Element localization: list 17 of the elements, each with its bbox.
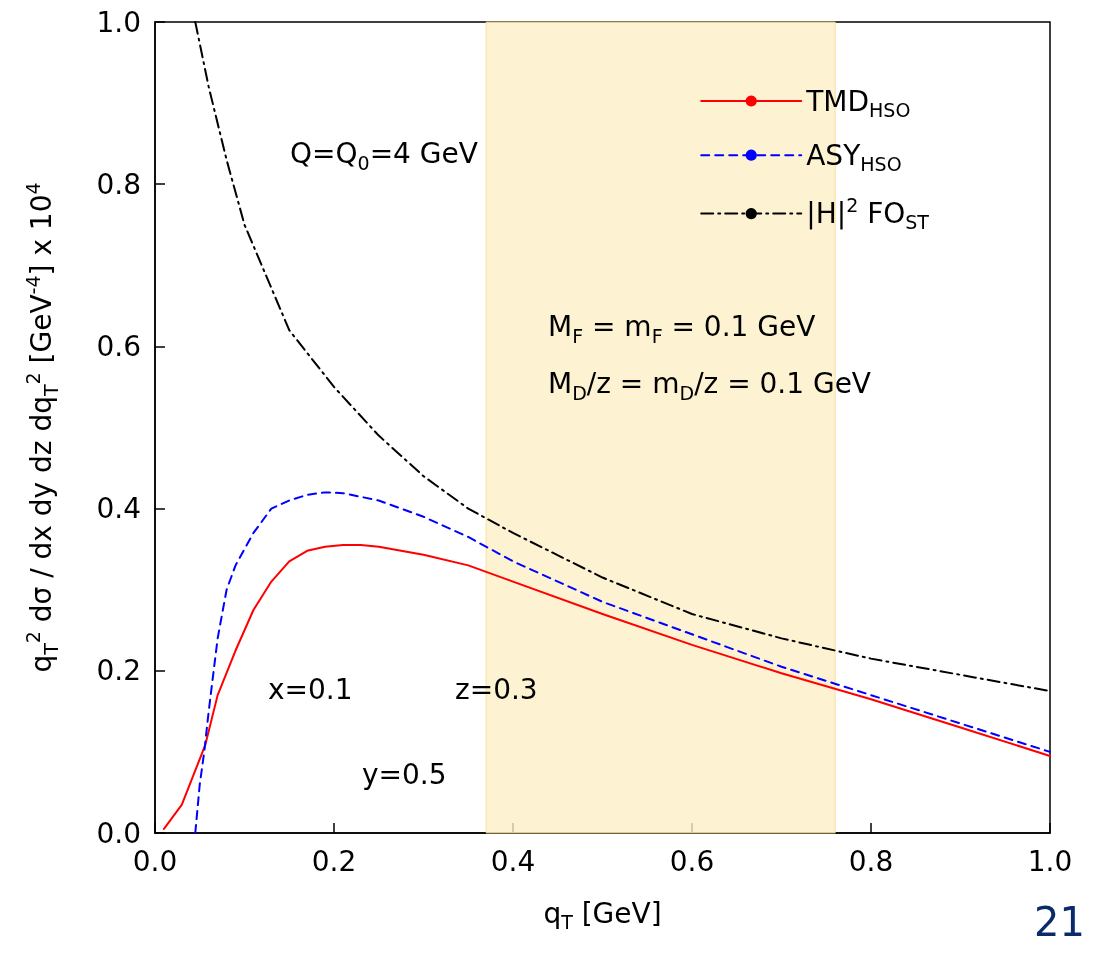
y-tick-label: 0.6	[96, 329, 141, 363]
y-tick-label: 0.4	[96, 492, 141, 526]
line-series	[162, 544, 1051, 830]
x-tick-label: 1.0	[1027, 844, 1073, 878]
annotation: x=0.1	[268, 672, 353, 706]
annotation: z=0.3	[455, 672, 538, 706]
x-tick-label: 0.6	[669, 844, 715, 878]
y-tick-label: 0.2	[96, 654, 141, 688]
y-tick-label: 0.8	[96, 167, 141, 201]
annotation: y=0.5	[362, 757, 447, 791]
line-series	[194, 491, 1051, 834]
y-tick-label: 1.0	[96, 5, 141, 39]
x-tick-label: 0.4	[490, 844, 536, 878]
text: qT2 dσ / dx dy dz dqT2 [GeV-4] x 104	[22, 182, 62, 673]
x-tick-label: 0.8	[848, 844, 894, 878]
text: 21	[1034, 899, 1085, 945]
x-tick-label: 0.2	[311, 844, 357, 878]
